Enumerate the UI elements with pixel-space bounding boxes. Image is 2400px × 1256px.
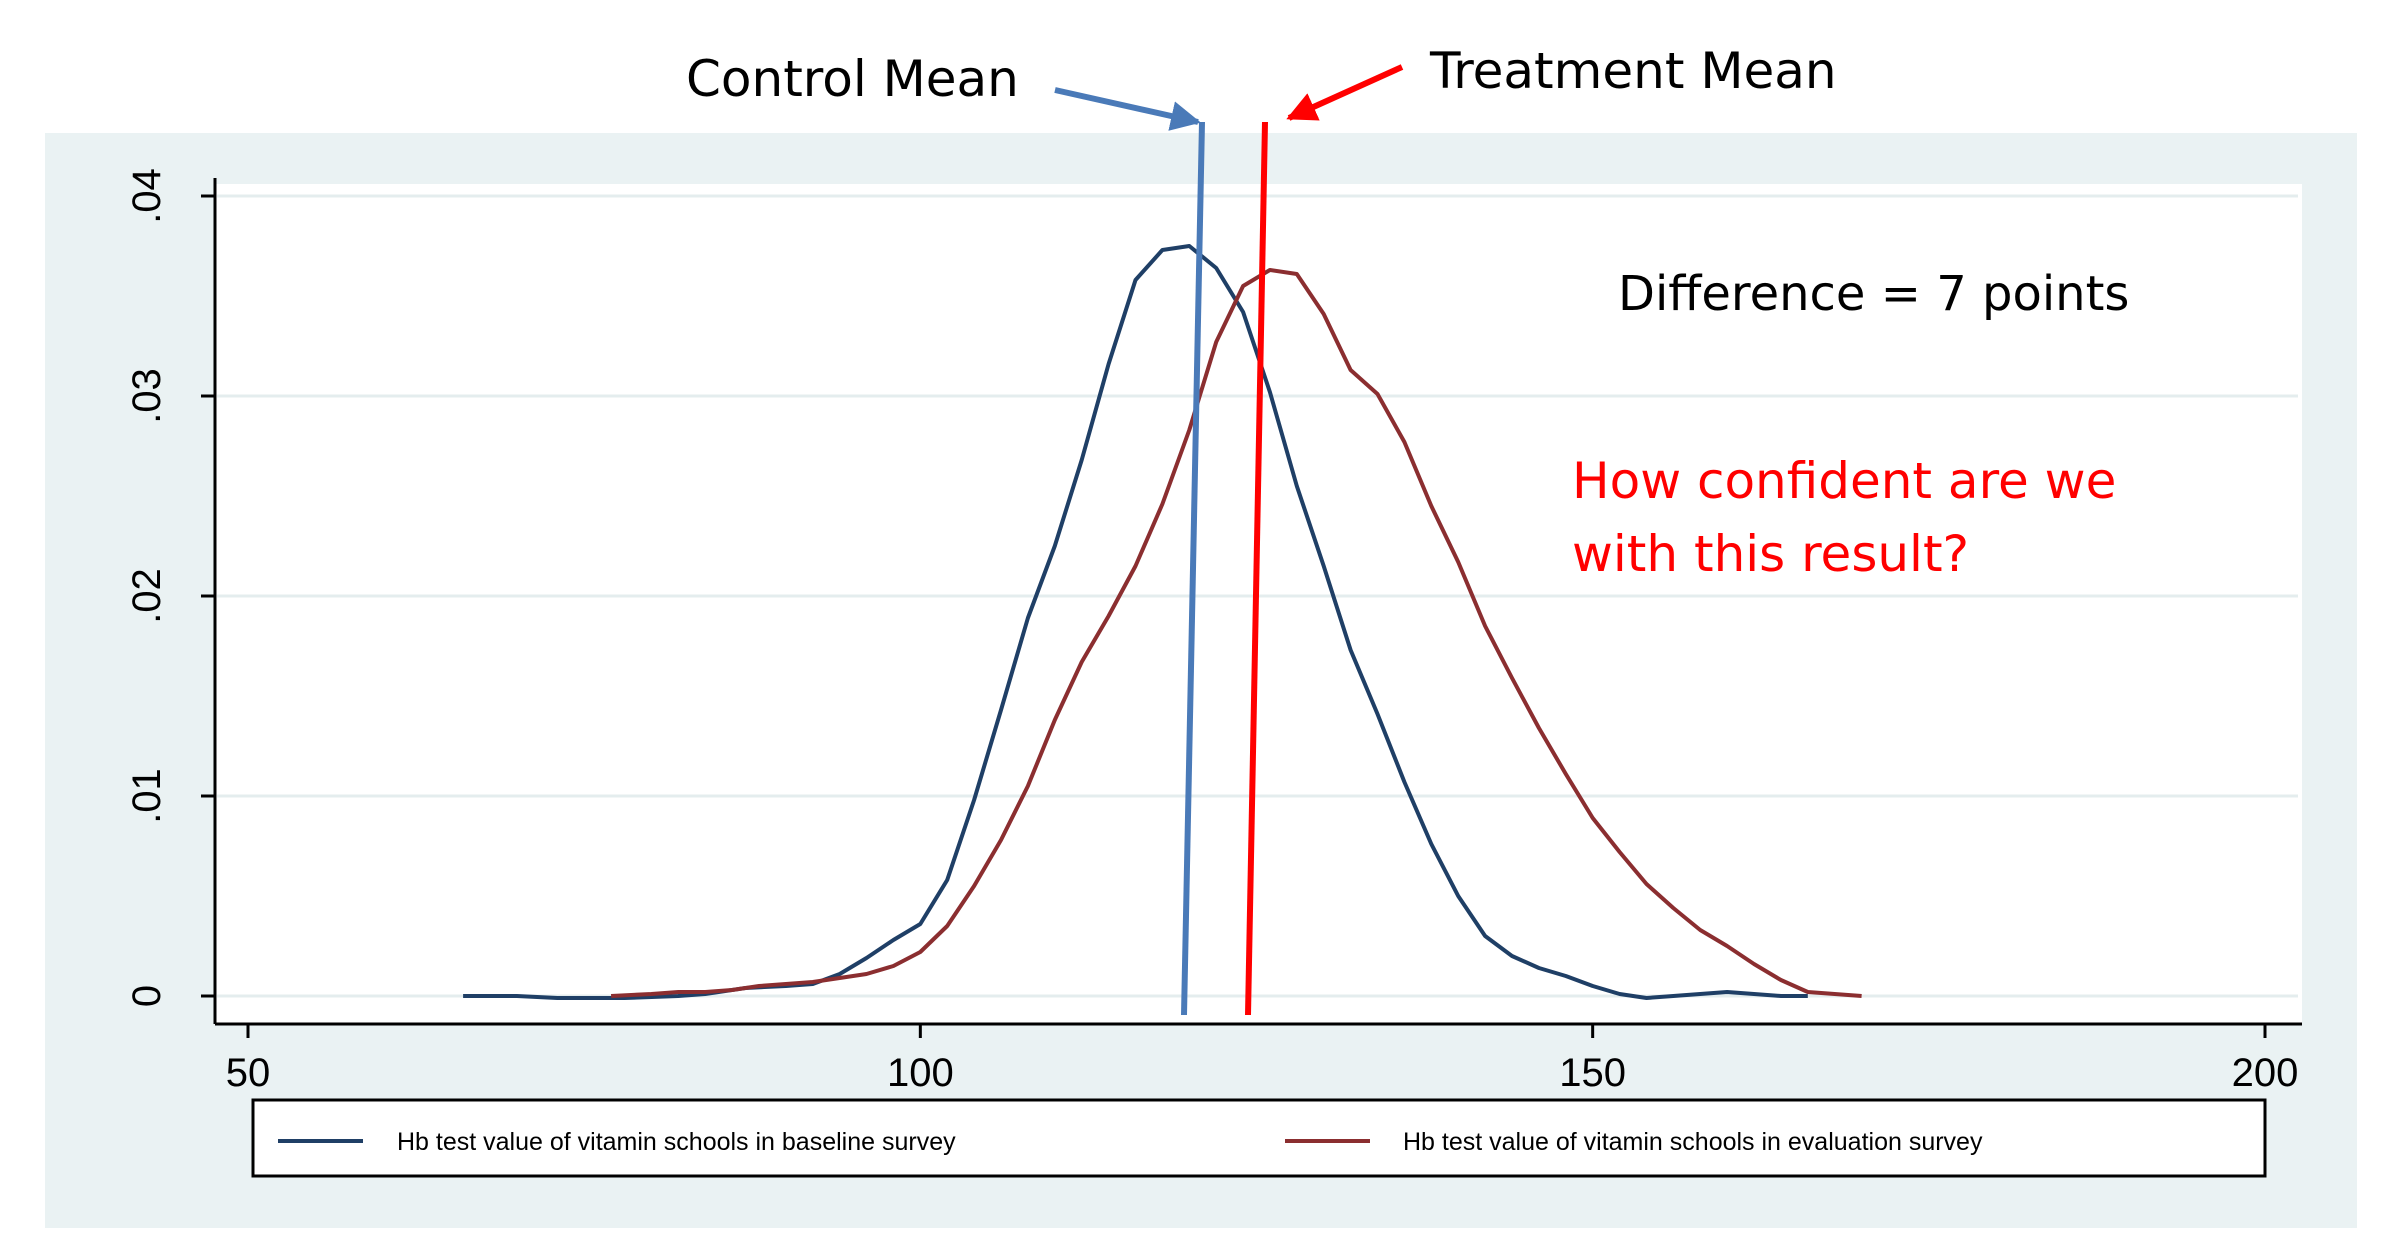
y-tick-label: .02	[125, 568, 169, 624]
series-line-evaluation	[611, 268, 1862, 998]
control-mean-label: Control Mean	[686, 50, 1019, 108]
x-tick-label: 100	[887, 1051, 954, 1095]
treatment-mean-label: Treatment Mean	[1429, 42, 1837, 100]
x-tick-label: 150	[1559, 1051, 1626, 1095]
legend-label-evaluation: Hb test value of vitamin schools in eval…	[1403, 1128, 1983, 1156]
question-line-2: with this result?	[1572, 525, 1969, 583]
axes: 0 .01 .02 .03 .04 50 100 150 200	[125, 168, 2302, 1095]
control-mean-line	[1181, 121, 1205, 1016]
x-tick-label: 200	[2232, 1051, 2299, 1095]
series-layer	[463, 244, 1862, 1000]
y-tick-label: 0	[125, 985, 169, 1007]
treatment-mean-line	[1245, 121, 1268, 1016]
legend-label-baseline: Hb test value of vitamin schools in base…	[397, 1128, 956, 1156]
treatment-mean-arrow	[1286, 64, 1404, 121]
y-tick-label: .03	[125, 368, 169, 424]
difference-label: Difference = 7 points	[1618, 266, 2129, 322]
x-tick-label: 50	[226, 1051, 271, 1095]
legend-box	[251, 1098, 2267, 1178]
y-tick-label: .01	[125, 768, 169, 824]
y-tick-label: .04	[125, 168, 169, 224]
question-line-1: How confident are we	[1572, 452, 2116, 510]
control-mean-arrow	[1054, 87, 1201, 131]
legend: Hb test value of vitamin schools in base…	[251, 1098, 2267, 1178]
